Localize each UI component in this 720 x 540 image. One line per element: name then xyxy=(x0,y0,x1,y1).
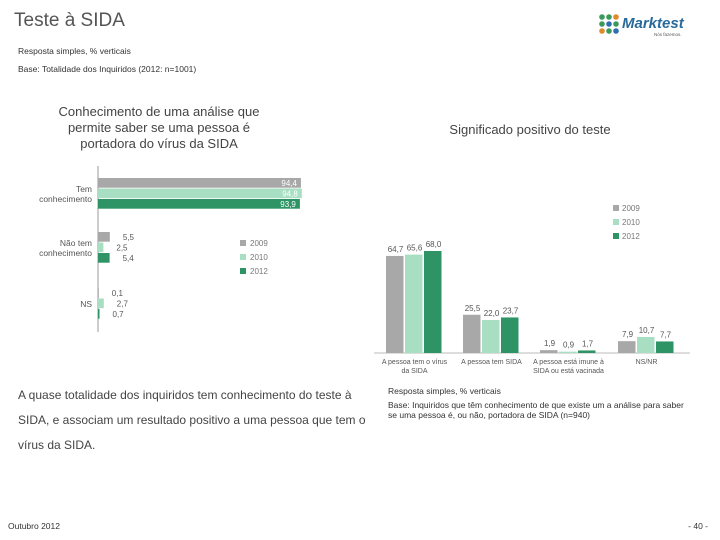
chart1-bar xyxy=(98,288,99,298)
chart1-bar xyxy=(98,309,100,319)
chart2-bar xyxy=(559,351,577,353)
chart1-data-label: 94,4 xyxy=(281,179,297,188)
chart2-response-type: Resposta simples, % verticais xyxy=(388,386,501,396)
chart1-bar xyxy=(98,178,301,188)
chart2-bar xyxy=(405,254,423,353)
chart1-data-label: 0,7 xyxy=(113,310,125,319)
chart1-legend-label: 2010 xyxy=(250,253,268,262)
chart2-bar xyxy=(578,350,596,353)
chart2-base-note: Base: Inquiridos que têm conhecimento de… xyxy=(388,400,684,420)
chart2-data-label: 0,9 xyxy=(563,341,575,350)
chart1-bar xyxy=(98,199,300,209)
chart1-horizontal-bar: Tem conhecimento 94,4 94,893,9 Não tem conhec… xyxy=(39,166,302,332)
chart1-data-label: 94,8 xyxy=(282,190,298,199)
chart2-category-label: A pessoa tem SIDA xyxy=(461,359,522,366)
chart2-legend-label: 2012 xyxy=(622,232,640,241)
chart2-vertical-bar: A pessoa tem o vírus da SIDA 64,7 65,6 68,0 A… xyxy=(374,204,690,375)
chart1-bar xyxy=(98,188,302,199)
logo-dots-icon xyxy=(599,14,619,34)
logo-tagline: Nós fazemos. xyxy=(654,32,682,37)
chart2-data-label: 7,9 xyxy=(622,330,634,339)
chart2-legend-swatch xyxy=(613,205,619,211)
chart2-data-label: 1,7 xyxy=(582,339,594,348)
chart1-data-label: 0,1 xyxy=(112,289,124,298)
chart1-bar xyxy=(98,253,110,263)
chart1-bar xyxy=(98,298,104,309)
chart2-bar xyxy=(386,255,404,353)
chart2-bar xyxy=(637,336,655,353)
response-type-note: Resposta simples, % verticais xyxy=(18,46,131,56)
chart2-data-label: 1,9 xyxy=(544,339,556,348)
base-note: Base: Totalidade dos Inquiridos (2012: n… xyxy=(18,64,197,74)
chart1-data-label: 5,4 xyxy=(123,254,135,263)
chart2-legend-swatch xyxy=(613,219,619,225)
chart1-data-label: 5,5 xyxy=(123,233,135,242)
chart2-legend-label: 2010 xyxy=(622,218,640,227)
chart2-bar xyxy=(482,320,500,353)
chart1-data-label: 2,5 xyxy=(116,244,128,253)
chart2-data-label: 65,6 xyxy=(407,244,423,253)
chart1-legend-swatch xyxy=(240,240,246,246)
page-title: Teste à SIDA xyxy=(14,10,125,31)
chart1-title: Conhecimento de uma análise que permite … xyxy=(58,104,260,151)
chart2-data-label: 68,0 xyxy=(426,240,442,249)
chart2-data-label: 64,7 xyxy=(388,245,404,254)
chart2-category-label: A pessoa tem o vírus da SIDA xyxy=(382,359,448,375)
chart2-bar xyxy=(501,317,519,353)
logo-name: Marktest xyxy=(622,15,685,32)
conclusion-text: A quase totalidade dos inquiridos tem co… xyxy=(18,388,366,452)
chart2-legend-swatch xyxy=(613,233,619,239)
chart2-bar xyxy=(618,341,636,353)
chart1-legend-label: 2009 xyxy=(250,239,268,248)
footer-date: Outubro 2012 xyxy=(8,521,60,531)
chart2-data-label: 23,7 xyxy=(503,306,519,315)
chart2-title: Significado positivo do teste xyxy=(449,122,611,137)
chart2-bar xyxy=(656,341,674,353)
chart2-data-label: 7,7 xyxy=(660,330,672,339)
chart2-bar xyxy=(424,251,442,353)
chart1-data-label: 2,7 xyxy=(117,300,129,309)
chart1-category-label: NS xyxy=(80,299,92,309)
footer-page-number: - 40 - xyxy=(688,521,708,531)
chart2-bar xyxy=(463,314,481,353)
chart2-data-label: 25,5 xyxy=(465,304,481,313)
chart1-category-label: Tem conhecimento xyxy=(39,184,92,204)
chart1-bar xyxy=(98,242,104,253)
chart2-category-label: NS/NR xyxy=(636,359,658,366)
chart2-data-label: 10,7 xyxy=(639,326,655,335)
chart1-legend-swatch xyxy=(240,268,246,274)
chart2-bar xyxy=(540,350,558,353)
chart2-data-label: 22,0 xyxy=(484,309,500,318)
chart1-legend-swatch xyxy=(240,254,246,260)
chart2-category-label: A pessoa está imune à SIDA ou está vacina… xyxy=(533,359,604,375)
chart2-legend-label: 2009 xyxy=(622,204,640,213)
chart1-legend-label: 2012 xyxy=(250,267,268,276)
chart1-bar xyxy=(98,232,110,242)
chart1-category-label: Não tem conhecimento xyxy=(39,238,92,258)
chart1-data-label: 93,9 xyxy=(280,200,296,209)
marktest-logo: Marktest Nós fazemos. xyxy=(599,14,685,37)
